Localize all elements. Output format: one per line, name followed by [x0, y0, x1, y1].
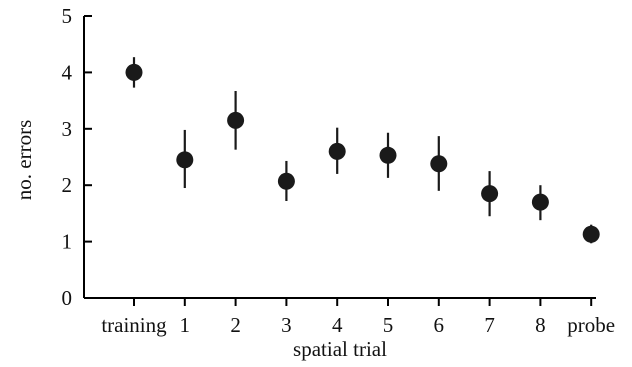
y-tick-label: 1 — [62, 230, 73, 254]
data-point — [328, 142, 346, 160]
y-tick-label: 5 — [62, 4, 73, 28]
x-tick-label: training — [101, 313, 167, 337]
axes — [83, 16, 596, 299]
error-bars — [132, 57, 593, 244]
data-point — [176, 151, 194, 169]
y-axis-title: no. errors — [12, 120, 36, 200]
x-tick-label: 5 — [383, 313, 394, 337]
data-point — [481, 185, 499, 203]
data-points — [125, 63, 600, 243]
x-tick-label: 2 — [230, 313, 241, 337]
x-tick-label: probe — [567, 313, 615, 337]
x-tick-label: 1 — [180, 313, 191, 337]
y-tick-label: 2 — [62, 173, 73, 197]
x-tick-label: 4 — [332, 313, 343, 337]
x-axis-title: spatial trial — [293, 337, 387, 361]
y-ticks: 0 1 2 3 4 5 — [62, 4, 92, 310]
data-point — [227, 111, 245, 129]
data-point — [379, 146, 397, 164]
data-point — [277, 172, 295, 190]
y-tick-label: 0 — [62, 286, 73, 310]
y-tick-label: 4 — [62, 60, 73, 84]
data-point — [582, 225, 600, 243]
y-tick-label: 3 — [62, 117, 73, 141]
data-point — [531, 193, 549, 211]
x-ticks: training 1 2 3 4 5 6 7 8 probe — [101, 298, 615, 337]
x-tick-label: 7 — [484, 313, 495, 337]
data-point — [430, 155, 448, 173]
x-tick-label: 8 — [535, 313, 546, 337]
x-tick-label: 6 — [434, 313, 445, 337]
x-tick-label: 3 — [281, 313, 292, 337]
data-point — [125, 63, 143, 81]
